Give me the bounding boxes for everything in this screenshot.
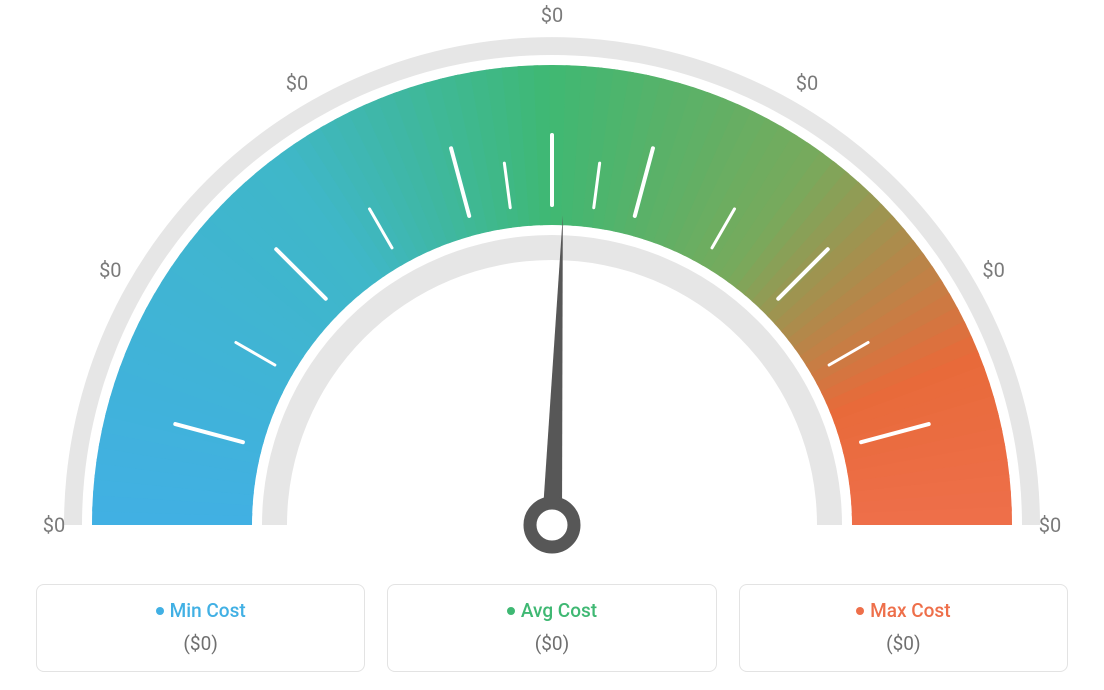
gauge-tick-label: $0	[796, 71, 818, 95]
legend-row: Min Cost ($0) Avg Cost ($0) Max Cost ($0…	[36, 584, 1068, 672]
legend-max-label: Max Cost	[870, 599, 950, 622]
gauge-svg	[0, 20, 1104, 565]
dot-icon	[507, 607, 515, 615]
dot-icon	[156, 607, 164, 615]
legend-card-min: Min Cost ($0)	[36, 584, 365, 672]
dot-icon	[856, 607, 864, 615]
legend-min-title: Min Cost	[47, 599, 354, 622]
legend-avg-label: Avg Cost	[521, 599, 597, 622]
gauge-chart: $0 $0 $0 $0 $0 $0 $0	[0, 0, 1104, 560]
gauge-tick-label: $0	[982, 258, 1004, 282]
legend-min-label: Min Cost	[170, 599, 246, 622]
gauge-tick-label: $0	[99, 258, 121, 282]
legend-card-avg: Avg Cost ($0)	[387, 584, 716, 672]
gauge-tick-label: $0	[286, 71, 308, 95]
legend-min-value: ($0)	[47, 632, 354, 655]
legend-avg-title: Avg Cost	[398, 599, 705, 622]
legend-max-value: ($0)	[750, 632, 1057, 655]
gauge-tick-label: $0	[1039, 513, 1061, 537]
gauge-tick-label: $0	[43, 513, 65, 537]
gauge-tick-label: $0	[541, 3, 563, 27]
legend-card-max: Max Cost ($0)	[739, 584, 1068, 672]
legend-max-title: Max Cost	[750, 599, 1057, 622]
legend-avg-value: ($0)	[398, 632, 705, 655]
